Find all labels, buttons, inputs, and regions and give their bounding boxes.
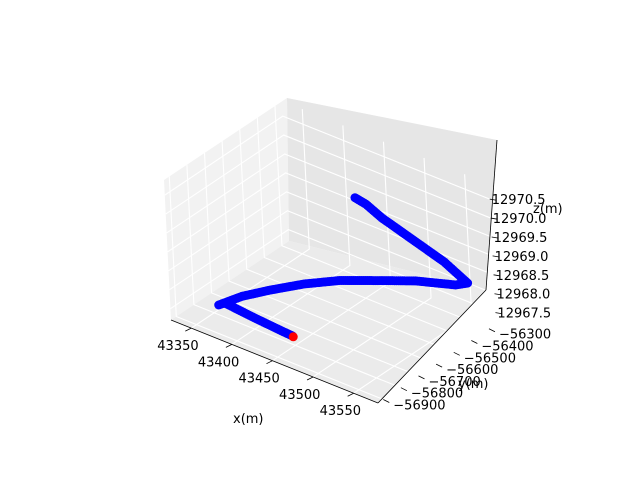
y-tick-label: −56900 [393,398,445,413]
grid-line-x [231,125,351,345]
y-tick-label: −56400 [481,340,533,355]
y-tick-label: −56300 [499,328,551,343]
z-tick-label: 12970.5 [492,193,546,208]
grid-line-z [166,153,492,238]
grid-line-y [274,105,490,330]
grid-line-y [256,117,472,342]
grid-line-y [239,129,454,353]
grid-line-y [221,141,437,365]
grid-line-z [165,134,491,219]
y-tick-label: −56500 [464,351,516,366]
grid-line-z [169,210,495,295]
data-point [350,193,360,203]
y-tick [453,351,460,356]
z-tick [495,312,502,315]
y-tick [435,363,443,368]
z-axis-line [485,139,498,291]
grid-line-x [353,174,473,394]
z-tick-label: 12968.5 [496,269,550,284]
y-tick [418,375,425,380]
z-tick-label: 12969.5 [494,231,548,246]
z-tick-label: 12969.0 [495,250,549,265]
grid-line-y [168,176,384,400]
data-point [288,332,298,342]
y-tick [488,328,496,333]
z-tick [492,255,499,258]
pane-back [287,98,497,290]
z-tick [493,274,500,277]
grid-line-z [167,172,493,257]
y-axis-line [377,289,487,404]
x-axis-line [170,319,379,404]
x-tick [266,360,273,365]
z-tick [490,217,497,220]
z-tick [489,198,496,201]
grid-line-z [164,115,490,200]
pane-left [164,98,289,320]
tick-labels: 4335043400434504350043550−56300−56400−56… [157,193,551,419]
y-tick [471,340,478,344]
y-axis-label: y(m) [458,377,489,392]
z-tick-label: 12967.5 [497,307,551,322]
x-tick-label: 43350 [157,339,198,354]
tick-marks [185,198,502,403]
x-tick [347,392,354,397]
x-tick [306,376,314,381]
z-tick-label: 12970.0 [493,212,547,227]
y-tick [383,399,390,403]
grid-line-y [186,164,402,389]
y-tick-label: −56800 [411,387,463,402]
grid-line-y [203,152,419,377]
y-tick [400,387,408,392]
y-tick-label: −56600 [446,363,498,378]
x-tick-label: 43500 [279,388,320,403]
z-axis-label: z(m) [533,202,563,217]
x-axis-label: x(m) [233,412,264,427]
grid-lines [164,105,496,400]
axis-lines [170,139,498,404]
grid-line-x [312,157,432,378]
z-tick [494,293,501,296]
x-tick-label: 43550 [320,404,361,419]
x-tick [185,327,192,332]
z-tick [491,236,498,239]
z-tick-label: 12968.0 [496,288,550,303]
y-tick-label: −56700 [429,375,481,390]
x-tick-label: 43450 [238,372,279,387]
data-points [214,193,473,342]
x-tick [225,344,233,348]
x-tick-label: 43400 [198,355,239,370]
